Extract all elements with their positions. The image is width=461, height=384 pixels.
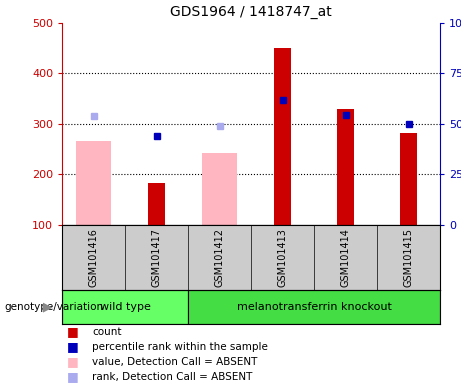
Text: ■: ■ [67,355,78,368]
Bar [274,48,291,225]
Bar [337,109,355,225]
Text: GSM101417: GSM101417 [152,228,162,287]
Text: ■: ■ [67,340,78,353]
Bar [202,153,237,225]
Bar [400,133,417,225]
Text: GSM101414: GSM101414 [341,228,351,287]
Bar [77,141,111,225]
Bar [188,290,440,324]
Text: ■: ■ [67,370,78,383]
Text: wild type: wild type [100,302,151,312]
Title: GDS1964 / 1418747_at: GDS1964 / 1418747_at [171,5,332,19]
Text: genotype/variation: genotype/variation [5,302,104,312]
Text: ■: ■ [67,325,78,338]
Text: percentile rank within the sample: percentile rank within the sample [92,342,268,352]
Text: value, Detection Call = ABSENT: value, Detection Call = ABSENT [92,357,258,367]
Bar [148,183,165,225]
Bar [62,290,188,324]
Text: GSM101415: GSM101415 [404,228,414,287]
Text: GSM101412: GSM101412 [215,228,225,287]
Text: count: count [92,327,122,337]
Text: GSM101413: GSM101413 [278,228,288,287]
Text: rank, Detection Call = ABSENT: rank, Detection Call = ABSENT [92,372,253,382]
Text: melanotransferrin knockout: melanotransferrin knockout [237,302,392,312]
Text: GSM101416: GSM101416 [89,228,99,287]
Text: ▶: ▶ [43,301,53,314]
